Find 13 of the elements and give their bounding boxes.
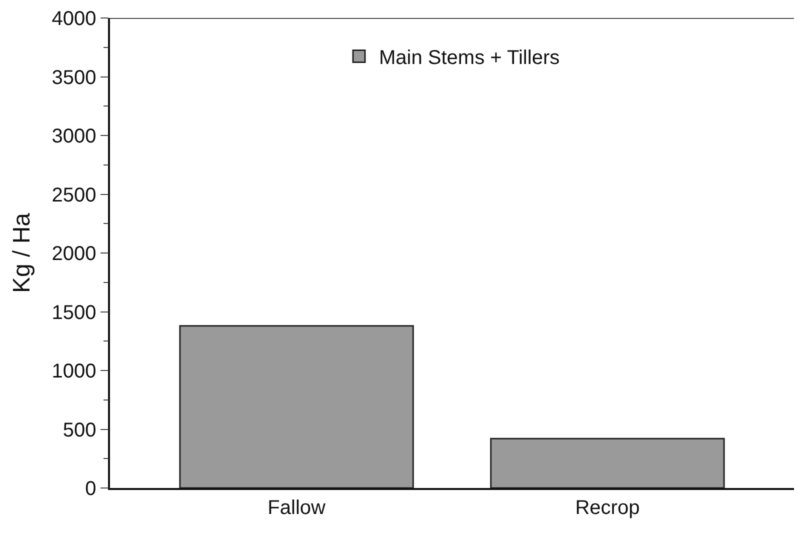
y-tick-label: 2000 bbox=[52, 243, 96, 265]
x-tick-label: Fallow bbox=[268, 496, 326, 519]
y-tick-label: 0 bbox=[85, 478, 96, 500]
y-tick-label: 2500 bbox=[52, 184, 96, 206]
x-tick-label: Recrop bbox=[575, 496, 640, 519]
y-tick-label: 1500 bbox=[52, 302, 96, 324]
y-tick-label: 4000 bbox=[52, 8, 96, 30]
y-tick-label: 3000 bbox=[52, 126, 96, 148]
y-axis-title: Kg / Ha bbox=[8, 212, 36, 294]
legend-label: Main Stems + Tillers bbox=[379, 47, 560, 70]
y-tick-label: 1000 bbox=[52, 360, 96, 382]
y-tick-label: 500 bbox=[62, 419, 96, 442]
y-tick-label: 3500 bbox=[52, 66, 96, 89]
